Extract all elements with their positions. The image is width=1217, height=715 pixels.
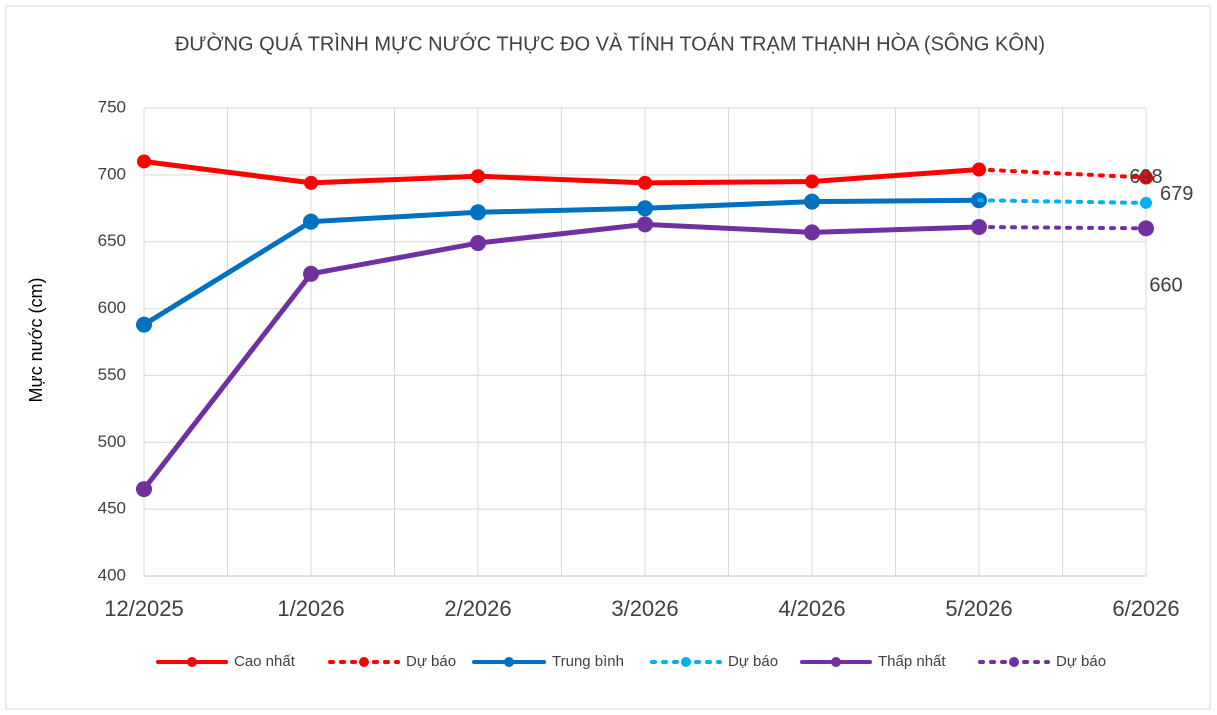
legend-marker [831, 657, 841, 667]
legend-label: Trung bình [552, 653, 624, 670]
series-marker [303, 265, 319, 282]
data-label: 660 [1149, 275, 1182, 297]
legend-marker [681, 657, 691, 667]
series-marker [804, 193, 820, 210]
series-marker [1138, 220, 1154, 237]
series-marker [1139, 170, 1153, 185]
series-marker [638, 175, 652, 190]
series-marker [1140, 196, 1152, 209]
x-tick-label: 3/2026 [611, 596, 678, 621]
series-line [141, 197, 982, 328]
series-marker [303, 213, 319, 230]
data-label: 698 [1129, 166, 1162, 188]
series-marker [304, 175, 318, 190]
x-tick-label: 1/2026 [277, 596, 344, 621]
series-marker [137, 154, 151, 169]
series-marker [637, 200, 653, 217]
series-marker [136, 481, 152, 498]
legend-marker [1009, 657, 1019, 667]
series-marker [637, 216, 653, 233]
legend-label: Cao nhất [234, 653, 296, 670]
series-marker [470, 235, 486, 252]
x-tick-label: 5/2026 [945, 596, 1012, 621]
x-tick-label: 12/2025 [104, 596, 184, 621]
series-marker [471, 169, 485, 184]
y-tick-label: 700 [98, 164, 126, 183]
legend-marker [187, 657, 197, 667]
series-line [141, 158, 982, 186]
series-marker [470, 204, 486, 221]
y-tick-label: 500 [98, 432, 126, 451]
chart-border [5, 5, 1211, 710]
y-tick-label: 600 [98, 298, 126, 317]
y-tick-label: 550 [98, 365, 126, 384]
series-line [141, 221, 982, 492]
legend-label: Dự báo [1056, 653, 1106, 670]
legend-label: Dự báo [406, 653, 456, 670]
y-axis-label: Mực nước (cm) [26, 278, 46, 403]
y-tick-label: 400 [98, 565, 126, 584]
x-tick-label: 6/2026 [1112, 596, 1179, 621]
series-marker [136, 316, 152, 333]
legend-marker [504, 657, 514, 667]
data-label: 679 [1160, 183, 1193, 205]
legend-label: Thấp nhất [878, 653, 946, 670]
y-tick-label: 450 [98, 499, 126, 518]
x-tick-label: 2/2026 [444, 596, 511, 621]
chart-title: ĐƯỜNG QUÁ TRÌNH MỰC NƯỚC THỰC ĐO VÀ TÍNH… [175, 32, 1045, 55]
y-tick-label: 650 [98, 231, 126, 250]
legend-label: Dự báo [728, 653, 778, 670]
series-marker [804, 224, 820, 241]
legend-marker [359, 657, 369, 667]
x-tick-label: 4/2026 [778, 596, 845, 621]
y-tick-label: 750 [98, 97, 126, 116]
series-marker [805, 174, 819, 189]
